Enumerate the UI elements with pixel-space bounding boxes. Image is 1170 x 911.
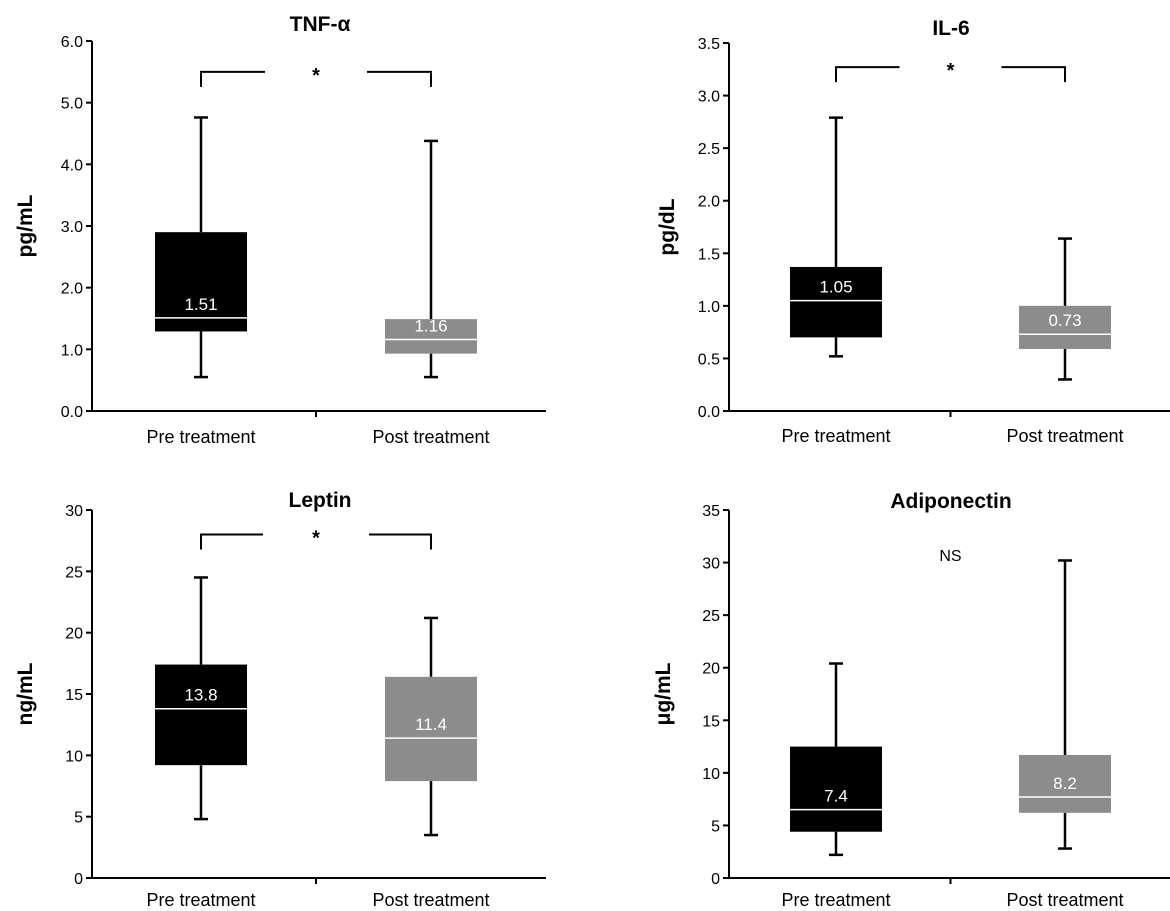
panel-title: IL-6 [932, 17, 969, 40]
significance-bracket [835, 66, 1066, 83]
y-tick-label: 2.0 [61, 281, 83, 298]
box-post-treatment: 8.2 [1019, 559, 1111, 850]
x-category-label: Post treatment [1006, 890, 1123, 910]
y-tick-label: 0.0 [698, 404, 720, 421]
median-value-label: 1.51 [184, 295, 217, 314]
y-tick-label: 35 [702, 503, 720, 520]
y-tick-label: 0 [74, 871, 83, 888]
y-tick-label: 0.5 [698, 351, 720, 368]
chart-panel-3: Leptin ng/mL 0 5 10 15 20 25 30 Pre treatment Post… [14, 489, 546, 910]
y-tick-label: 5 [711, 818, 720, 835]
panel-title: Leptin [289, 489, 352, 512]
y-axis-label: pg/mL [14, 194, 37, 257]
y-tick-label: 3.5 [698, 36, 720, 53]
iqr-box [155, 232, 247, 332]
box-post-treatment: 11.4 [385, 616, 477, 837]
y-tick-label: 4.0 [61, 157, 83, 174]
y-tick-label: 30 [65, 503, 83, 520]
median-value-label: 8.2 [1053, 774, 1077, 793]
y-tick-label: 15 [702, 713, 720, 730]
y-tick-label: 1.0 [61, 342, 83, 359]
box-pre-treatment: 1.05 [790, 116, 882, 358]
x-category-label: Pre treatment [146, 427, 255, 447]
median-value-label: 1.16 [414, 316, 447, 335]
y-tick-label: 3.0 [698, 89, 720, 106]
y-tick-label: 20 [702, 661, 720, 678]
x-category-label: Post treatment [1006, 426, 1123, 446]
y-axis-label: μg/mL [652, 662, 675, 725]
box-pre-treatment: 1.51 [155, 116, 247, 379]
y-tick-label: 30 [702, 556, 720, 573]
iqr-box [790, 266, 882, 338]
y-tick-label: 5.0 [61, 96, 83, 113]
box-post-treatment: 0.73 [1019, 237, 1111, 381]
median-value-label: 11.4 [415, 715, 447, 734]
box-pre-treatment: 7.4 [790, 662, 882, 857]
y-tick-label: 1.0 [698, 299, 720, 316]
y-tick-label: 20 [65, 626, 83, 643]
y-tick-label: 2.0 [698, 194, 720, 211]
x-category-label: Pre treatment [146, 890, 255, 910]
chart-panel-2: IL-6 pg/dL 0.0 0.5 1.0 1.5 2.0 2.5 3.0 3.5 Pre tre… [656, 17, 1170, 446]
x-category-label: Pre treatment [781, 426, 890, 446]
y-tick-label: 6.0 [61, 34, 83, 51]
y-tick-label: 25 [702, 608, 720, 625]
significance-marker: NS [939, 548, 961, 565]
box-pre-treatment: 13.8 [155, 576, 247, 821]
iqr-box [385, 676, 477, 782]
iqr-box [385, 319, 477, 354]
panel-title: TNF-α [290, 13, 351, 36]
box-post-treatment: 1.16 [385, 139, 477, 379]
significance-bracket [200, 70, 432, 87]
y-tick-label: 10 [702, 766, 720, 783]
significance-marker: * [947, 60, 955, 82]
iqr-box [155, 664, 247, 766]
x-category-label: Post treatment [372, 890, 489, 910]
median-value-label: 0.73 [1048, 311, 1081, 330]
y-tick-label: 2.5 [698, 141, 720, 158]
iqr-box [790, 746, 882, 832]
significance-bracket [200, 533, 432, 550]
median-value-label: 1.05 [819, 278, 852, 297]
y-tick-label: 0 [711, 871, 720, 888]
panel-title: Adiponectin [890, 490, 1011, 513]
median-value-label: 7.4 [824, 787, 848, 806]
y-tick-label: 1.5 [698, 246, 720, 263]
x-category-label: Post treatment [372, 427, 489, 447]
chart-panel-1: TNF-α pg/mL 0.0 1.0 2.0 3.0 4.0 5.0 6.0 Pre treat… [14, 13, 546, 447]
y-axis-label: ng/mL [14, 662, 37, 725]
y-tick-label: 3.0 [61, 219, 83, 236]
significance-marker: * [312, 528, 320, 550]
iqr-box [1019, 305, 1111, 349]
median-value-label: 13.8 [184, 686, 217, 705]
x-category-label: Pre treatment [781, 890, 890, 910]
significance-marker: * [312, 65, 320, 87]
y-tick-label: 0.0 [61, 404, 83, 421]
y-tick-label: 15 [65, 687, 83, 704]
y-tick-label: 5 [74, 810, 83, 827]
y-tick-label: 10 [65, 748, 83, 765]
y-tick-label: 25 [65, 564, 83, 581]
iqr-box [1019, 754, 1111, 813]
y-axis-label: pg/dL [656, 198, 679, 255]
chart-panel-4: Adiponectin μg/mL 0 5 10 15 20 25 30 35 Pre treatm… [652, 490, 1170, 910]
